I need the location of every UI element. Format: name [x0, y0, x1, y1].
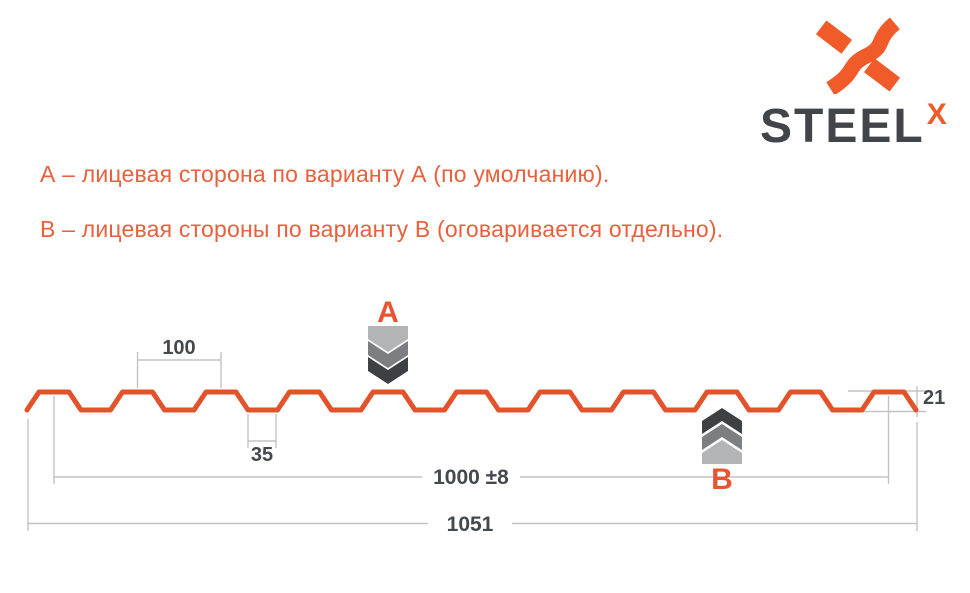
steelx-logo-icon [815, 18, 901, 94]
dim-rib-bottom-label: 35 [251, 444, 273, 466]
dim-overall-width-label: 1051 [447, 513, 494, 536]
side-b-label: В [711, 463, 733, 496]
dim-working-width: 1000 ±8 [53, 396, 890, 489]
side-b-chevrons-icon [702, 408, 742, 464]
dim-overall-width: 1051 [27, 419, 918, 536]
brand-sup-x: X [926, 98, 947, 131]
brand-name: STEEL [760, 100, 925, 153]
dim-rib-bottom: 35 [247, 414, 277, 466]
sheet-profile-path [24, 389, 919, 413]
brand-wordmark: STEELX [760, 98, 970, 154]
dim-working-width-label: 1000 ±8 [433, 466, 509, 489]
note-side-b: В – лицевая стороны по варианту В (огова… [40, 216, 724, 242]
logo: STEELX [700, 0, 970, 153]
dim-height-label: 21 [923, 387, 945, 409]
note-side-a: А – лицевая сторона по варианту А (по ум… [40, 161, 610, 187]
side-a-label: А [377, 296, 399, 329]
side-a-chevrons-icon [368, 326, 408, 384]
dim-pitch: 100 [136, 337, 222, 388]
dim-pitch-label: 100 [162, 337, 195, 359]
